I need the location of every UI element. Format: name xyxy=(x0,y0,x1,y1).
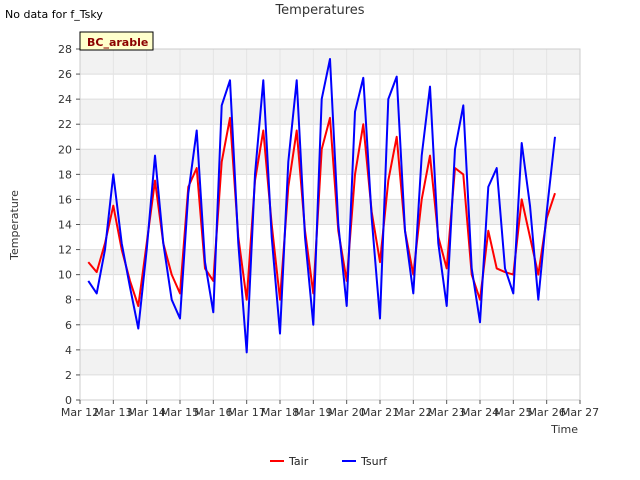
x-tick-label: Mar 27 xyxy=(561,406,599,419)
x-axis-title: Time xyxy=(550,423,578,436)
grid-band xyxy=(80,249,580,275)
x-tick-label: Mar 20 xyxy=(328,406,366,419)
series-layer xyxy=(87,58,556,354)
x-tick-label: Mar 22 xyxy=(394,406,432,419)
series-line-tsurf xyxy=(87,58,556,354)
grid-band xyxy=(80,299,580,325)
y-tick-label: 28 xyxy=(58,43,72,56)
site-badge-label: BC_arable xyxy=(87,36,148,49)
chart-title: Temperatures xyxy=(274,3,364,18)
legend-label-tsurf: Tsurf xyxy=(360,455,388,468)
y-axis-title: Temperature xyxy=(8,190,21,261)
site-badge-box xyxy=(79,31,154,51)
y-tick-label: 10 xyxy=(58,269,72,282)
y-tick-label: 18 xyxy=(58,168,72,181)
site-badge: BC_arable xyxy=(79,31,154,51)
x-tick-label: Mar 18 xyxy=(261,406,299,419)
y-tick-label: 20 xyxy=(58,143,72,156)
y-tick-label: 4 xyxy=(65,344,72,357)
x-tick-label: Mar 12 xyxy=(61,406,99,419)
no-data-notice: No data for f_Tsky xyxy=(5,8,103,21)
y-tick-label: 0 xyxy=(65,394,72,407)
x-tick-label: Mar 14 xyxy=(128,406,166,419)
x-tick-label: Mar 23 xyxy=(428,406,466,419)
x-tick-label: Mar 13 xyxy=(94,406,132,419)
grid-band xyxy=(80,349,580,375)
grid-band xyxy=(80,199,580,225)
x-tick-label: Mar 26 xyxy=(528,406,566,419)
y-tick-label: 22 xyxy=(58,118,72,131)
x-tick-label: Mar 17 xyxy=(228,406,266,419)
legend: Tair Tsurf xyxy=(270,455,388,468)
y-tick-label: 26 xyxy=(58,68,72,81)
y-tick-label: 2 xyxy=(65,369,72,382)
x-tick-label: Mar 16 xyxy=(194,406,232,419)
series-line-tair xyxy=(87,116,556,307)
y-tick-label: 6 xyxy=(65,319,72,332)
x-tick-label: Mar 19 xyxy=(294,406,332,419)
x-tick-label: Mar 25 xyxy=(494,406,532,419)
x-tick-label: Mar 15 xyxy=(161,406,199,419)
x-tick-label: Mar 21 xyxy=(361,406,399,419)
y-tick-label: 8 xyxy=(65,294,72,307)
y-tick-label: 12 xyxy=(58,244,72,257)
y-tick-label: 14 xyxy=(58,219,72,232)
y-tick-label: 24 xyxy=(58,93,72,106)
y-tick-label: 16 xyxy=(58,193,72,206)
x-tick-label: Mar 24 xyxy=(461,406,499,419)
legend-label-tair: Tair xyxy=(288,455,309,468)
